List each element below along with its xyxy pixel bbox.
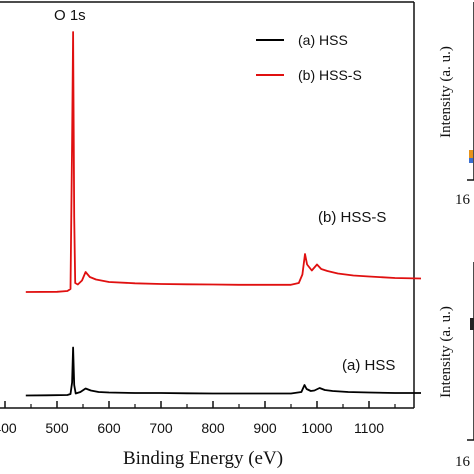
x-tick-label-1100: 1100 (354, 420, 384, 436)
side-panel-top-marker (469, 150, 473, 160)
side-panel-bottom-ylabel: Intensity (a. u.) (438, 306, 454, 398)
series-label-hss-s: (b) HSS-S (318, 209, 386, 226)
side-panel-bottom-tick-label: 16 (455, 454, 471, 470)
x-tick-label-900: 900 (253, 420, 277, 436)
series-line-hss (25, 346, 421, 397)
side-panel-bottom-marker (470, 318, 474, 330)
x-tick-label-1000: 1000 (301, 420, 332, 436)
legend-label-hss: (a) HSS (298, 32, 348, 48)
side-panel-top: Intensity (a. u.) 16 (438, 2, 474, 208)
legend: (a) HSS (b) HSS-S (256, 32, 362, 83)
series-label-hss: (a) HSS (342, 357, 395, 374)
x-tick-label-800: 800 (201, 420, 225, 436)
series-lines (25, 31, 422, 397)
side-panel-top-tick-label: 16 (455, 192, 471, 208)
x-tick-label-700: 700 (149, 420, 173, 436)
series-line-hss-s (25, 31, 422, 293)
x-axis-title: Binding Energy (eV) (123, 448, 283, 469)
x-ticks: 400 500 600 700 800 900 1000 1100 (0, 401, 396, 436)
x-tick-label-500: 500 (45, 420, 69, 436)
legend-label-hss-s: (b) HSS-S (298, 67, 362, 83)
side-panel-top-ylabel: Intensity (a. u.) (438, 46, 454, 138)
peak-label-o1s: O 1s (54, 7, 86, 24)
x-tick-label-400: 400 (0, 420, 17, 436)
x-tick-label-600: 600 (97, 420, 121, 436)
side-panel-bottom: Intensity (a. u.) 16 (438, 262, 474, 470)
side-panel-top-marker-2 (469, 158, 473, 163)
